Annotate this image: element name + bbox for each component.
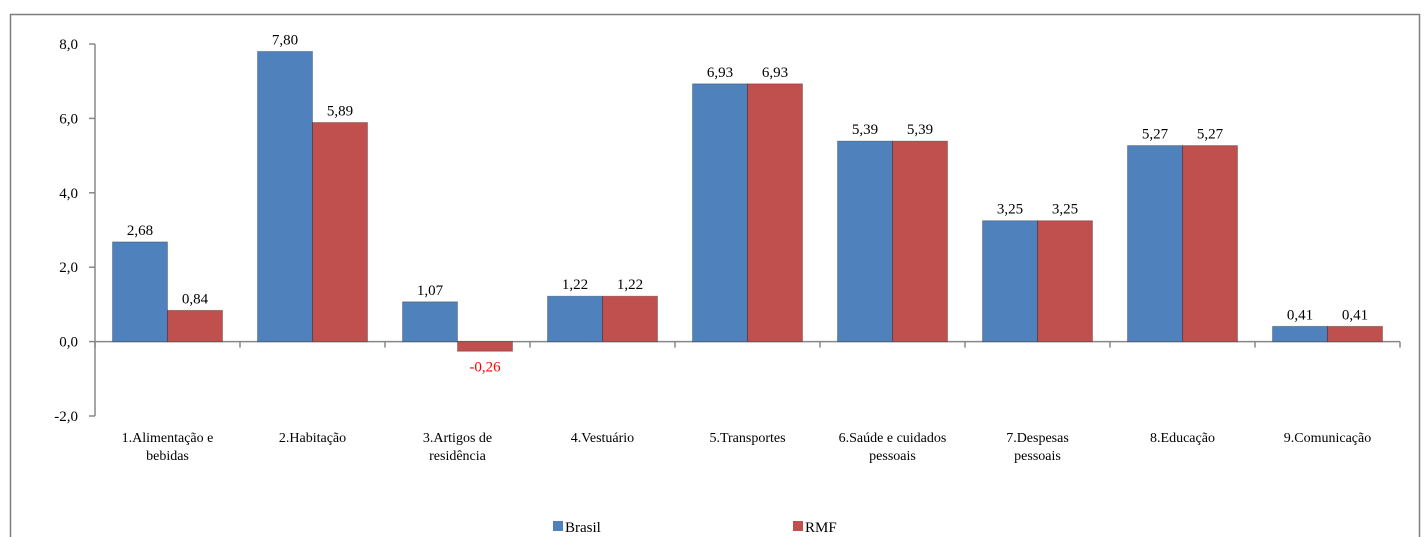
bar <box>167 309 223 343</box>
bar <box>982 220 1038 343</box>
bar <box>312 121 368 343</box>
x-tick-label: 3.Artigos de residência <box>422 431 493 464</box>
bar <box>457 341 513 352</box>
value-label: -0,26 <box>469 359 501 375</box>
bar <box>1037 220 1093 343</box>
x-tick-label: 4.Vestuário <box>570 431 635 446</box>
value-label: 5,39 <box>852 122 878 138</box>
y-tick-label: 2,0 <box>59 260 78 276</box>
bar <box>112 241 168 343</box>
x-tick-label: 5.Transportes <box>709 431 786 446</box>
value-label: 1,07 <box>417 283 444 299</box>
x-tick-label: 8.Educação <box>1150 431 1215 446</box>
x-tick-label: 1.Alimentação e bebidas <box>121 431 214 464</box>
value-label: 0,84 <box>182 291 209 307</box>
value-label: 0,41 <box>1342 307 1368 323</box>
bar <box>257 50 313 343</box>
value-label: 5,39 <box>907 122 933 138</box>
legend-swatch <box>553 521 563 531</box>
bar <box>1182 145 1238 343</box>
bar <box>1327 325 1383 343</box>
x-tick-label: 7.Despesas pessoais <box>1006 431 1069 464</box>
chart-frame <box>9 13 1421 537</box>
y-tick-label: 6,0 <box>59 111 78 127</box>
bar <box>602 295 658 343</box>
bar <box>692 83 748 343</box>
y-tick-label: 4,0 <box>59 186 78 202</box>
value-label: 6,93 <box>707 65 733 81</box>
value-label: 3,25 <box>997 202 1023 218</box>
bar <box>747 83 803 343</box>
value-label: 5,89 <box>327 103 353 119</box>
y-tick-label: 8,0 <box>59 37 78 53</box>
bar <box>1127 145 1183 343</box>
value-label: 5,27 <box>1197 127 1224 143</box>
legend-swatch <box>793 521 803 531</box>
legend-label: RMF <box>805 520 837 536</box>
x-tick-label: 6.Saúde e cuidados pessoais <box>838 431 947 464</box>
bar <box>547 295 603 343</box>
bar <box>1272 325 1328 343</box>
bar <box>402 301 458 343</box>
y-tick-label: 0,0 <box>59 335 78 351</box>
y-tick-label: -2,0 <box>54 409 78 425</box>
value-label: 0,41 <box>1287 307 1313 323</box>
x-tick-label: 2.Habitação <box>278 431 347 446</box>
bar <box>892 140 948 343</box>
legend-label: Brasil <box>565 520 601 536</box>
value-label: 5,27 <box>1142 127 1169 143</box>
value-label: 1,22 <box>617 277 643 293</box>
value-label: 6,93 <box>762 65 788 81</box>
bar <box>837 140 893 343</box>
value-label: 1,22 <box>562 277 588 293</box>
x-tick-label: 9.Comunicação <box>1283 431 1372 446</box>
value-label: 7,80 <box>272 32 298 48</box>
value-label: 3,25 <box>1052 202 1078 218</box>
value-label: 2,68 <box>127 223 153 239</box>
